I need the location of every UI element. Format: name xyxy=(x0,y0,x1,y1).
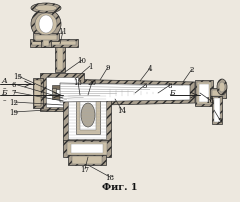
Bar xyxy=(68,155,106,165)
Bar xyxy=(210,88,226,99)
Bar xyxy=(212,97,222,124)
Bar xyxy=(67,142,107,155)
Bar xyxy=(197,83,211,104)
Text: 1: 1 xyxy=(88,63,92,71)
Text: 2: 2 xyxy=(190,66,194,74)
Text: 6: 6 xyxy=(12,81,16,88)
Bar xyxy=(33,34,59,42)
Bar xyxy=(52,96,60,100)
Bar xyxy=(40,74,84,112)
Bar xyxy=(212,90,224,97)
Bar xyxy=(63,140,111,157)
Text: 3: 3 xyxy=(143,82,147,89)
Ellipse shape xyxy=(31,10,61,40)
Polygon shape xyxy=(108,89,165,98)
Text: 17: 17 xyxy=(80,165,90,173)
Polygon shape xyxy=(55,80,195,106)
Bar xyxy=(35,36,57,41)
Bar xyxy=(214,99,220,122)
Bar xyxy=(33,79,43,108)
Text: 11: 11 xyxy=(59,28,67,36)
Bar xyxy=(76,97,100,134)
Ellipse shape xyxy=(39,16,53,34)
Text: Б: Б xyxy=(169,88,175,97)
Bar xyxy=(80,101,96,130)
Bar xyxy=(63,93,111,142)
Text: 7: 7 xyxy=(12,88,16,97)
Bar xyxy=(199,85,209,102)
Bar xyxy=(52,88,56,95)
Text: –: – xyxy=(2,84,6,92)
Ellipse shape xyxy=(65,87,75,101)
Text: –: – xyxy=(2,96,6,103)
Text: А: А xyxy=(1,77,7,85)
Text: 14: 14 xyxy=(118,106,126,115)
Bar xyxy=(57,47,63,71)
Text: 19: 19 xyxy=(10,108,18,116)
Ellipse shape xyxy=(35,14,57,36)
Ellipse shape xyxy=(219,83,225,93)
Polygon shape xyxy=(107,87,170,100)
Text: 4: 4 xyxy=(148,65,152,73)
Text: 9: 9 xyxy=(106,64,110,72)
Text: 10: 10 xyxy=(78,57,86,65)
Text: 5: 5 xyxy=(218,116,222,124)
Bar xyxy=(68,94,106,139)
Bar xyxy=(72,156,102,164)
Text: 8: 8 xyxy=(168,82,172,89)
Text: 20: 20 xyxy=(88,79,96,87)
Polygon shape xyxy=(60,84,190,102)
Text: 12: 12 xyxy=(10,99,18,106)
Ellipse shape xyxy=(81,103,95,127)
Text: 18: 18 xyxy=(106,173,114,181)
Bar xyxy=(55,45,65,73)
Text: 15: 15 xyxy=(13,73,23,81)
Bar xyxy=(52,86,60,89)
Polygon shape xyxy=(32,42,76,46)
Bar xyxy=(43,39,49,47)
Text: Б: Б xyxy=(1,88,7,97)
Bar xyxy=(41,38,51,48)
Ellipse shape xyxy=(35,6,57,12)
Text: Фиг. 1: Фиг. 1 xyxy=(102,183,138,191)
Bar xyxy=(34,81,41,106)
Bar xyxy=(71,144,103,153)
Ellipse shape xyxy=(31,4,61,14)
Text: 13: 13 xyxy=(74,79,82,87)
Text: –: – xyxy=(170,96,174,103)
Bar xyxy=(46,78,78,107)
Text: 16: 16 xyxy=(205,97,215,104)
Ellipse shape xyxy=(217,80,227,96)
Bar xyxy=(195,81,213,106)
Polygon shape xyxy=(30,40,78,48)
